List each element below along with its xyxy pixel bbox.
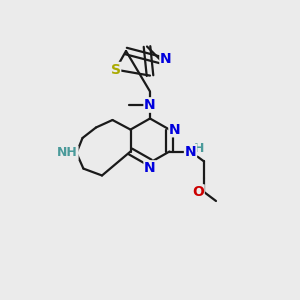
Text: N: N xyxy=(160,52,172,66)
Text: NH: NH xyxy=(57,146,78,160)
Text: N: N xyxy=(169,123,181,136)
Text: S: S xyxy=(110,63,121,76)
Text: N: N xyxy=(185,145,196,158)
Text: O: O xyxy=(192,185,204,199)
Text: N: N xyxy=(144,161,156,175)
Text: N: N xyxy=(144,98,156,112)
Text: H: H xyxy=(194,142,204,155)
